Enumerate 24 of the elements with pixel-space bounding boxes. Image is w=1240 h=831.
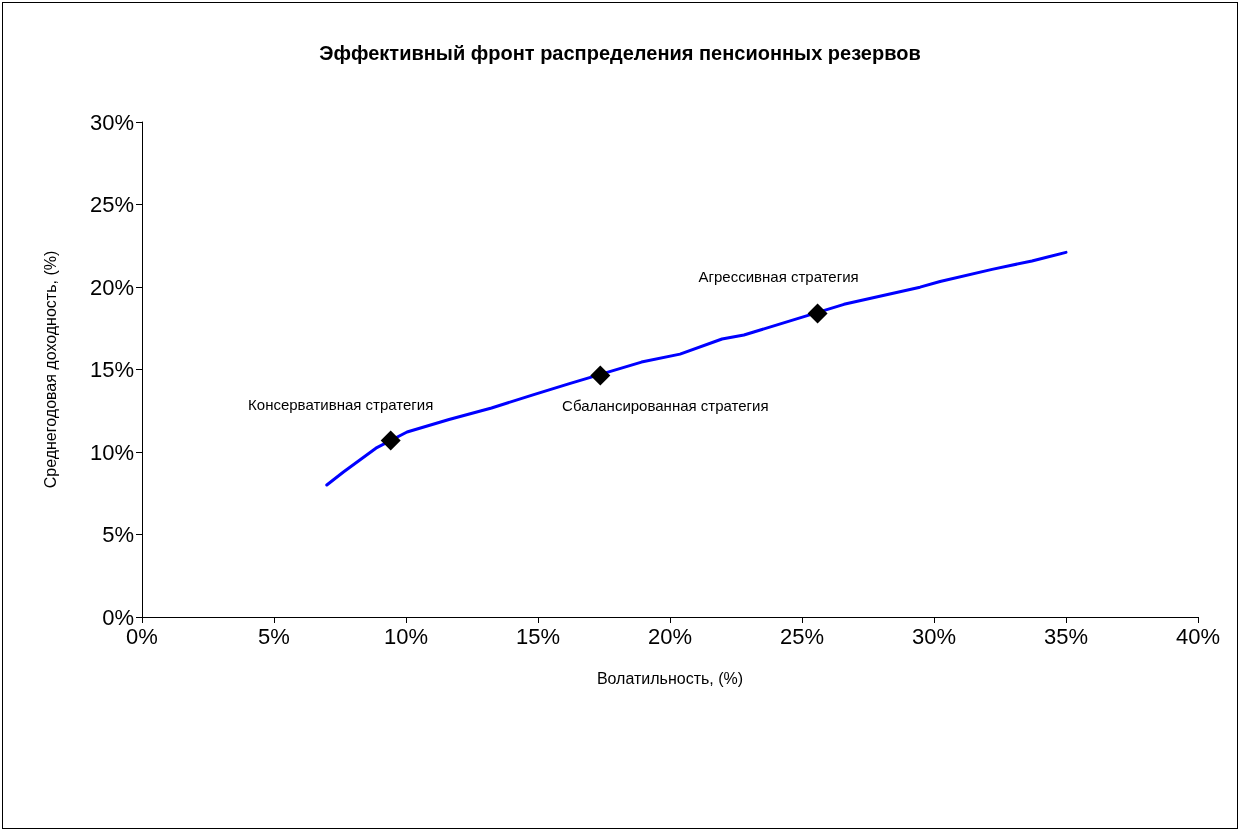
y-tick-label: 5%	[102, 522, 134, 547]
y-tick-label: 15%	[89, 357, 134, 382]
y-tick-label: 0%	[102, 604, 134, 630]
y-tick-label: 10%	[89, 439, 134, 465]
y-axis-title: Среднегодовая доходность, (%)	[41, 250, 59, 489]
x-tick-label: 10%	[383, 623, 429, 649]
annotation: Консервативная стратегия	[248, 396, 434, 414]
x-tick-label: 15%	[515, 623, 561, 649]
x-tick-label: 20%	[647, 623, 693, 649]
chart-title: Эффективный фронт распределения пенсионных резервов	[319, 42, 921, 64]
annotation: Сбалансированная стратегия	[562, 396, 769, 414]
y-tick-label: 25%	[89, 192, 134, 217]
annotation: Агрессивная стратегия	[698, 268, 859, 286]
x-tick-label: 5%	[258, 623, 290, 649]
x-axis-title: Волатильность, (%)	[596, 669, 744, 687]
x-tick-label: 40%	[1175, 623, 1221, 649]
x-tick-label: 30%	[911, 623, 957, 649]
y-tick-label: 20%	[89, 274, 134, 300]
point	[807, 303, 828, 324]
point	[590, 365, 611, 386]
point	[380, 430, 401, 451]
y-tick-label: 30%	[89, 109, 134, 135]
x-tick-label: 25%	[779, 623, 825, 649]
x-tick-label: 35%	[1043, 623, 1089, 649]
